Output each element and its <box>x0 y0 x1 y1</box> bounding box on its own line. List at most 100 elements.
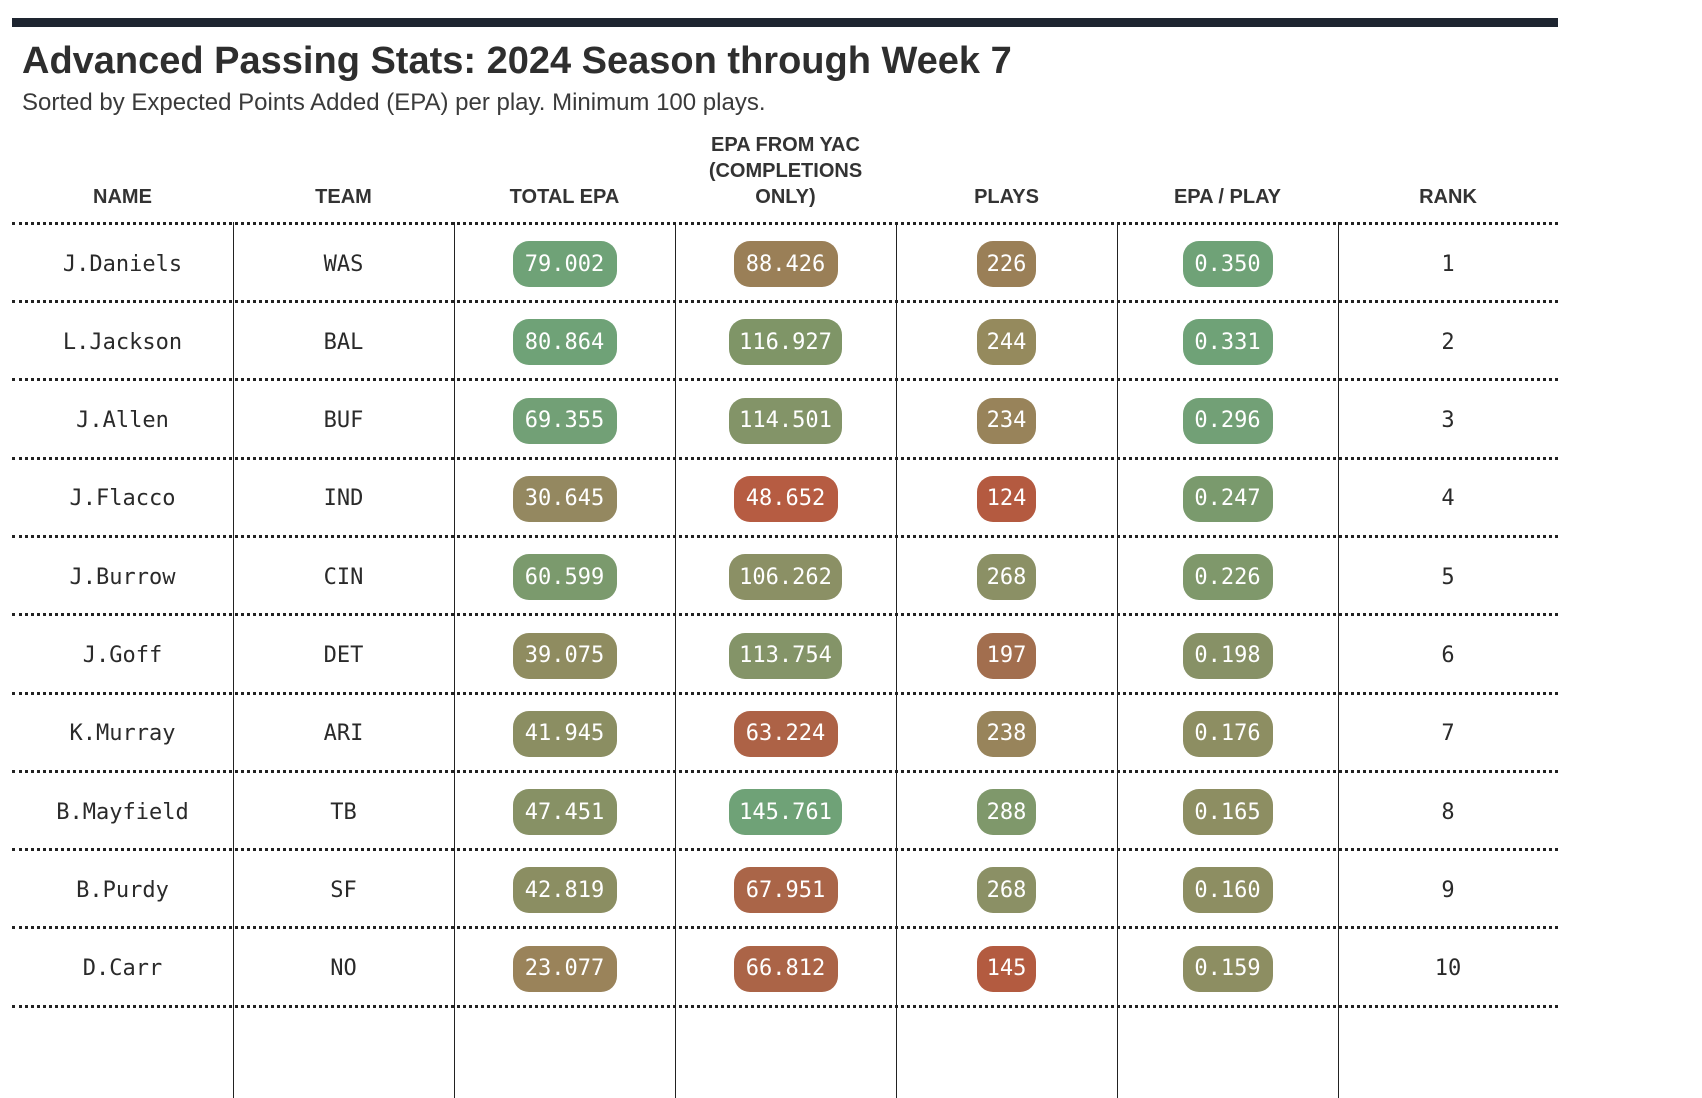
cell-epa-yac: 63.224 <box>675 695 896 773</box>
column-header-rank[interactable]: RANK <box>1419 186 1477 208</box>
column-divider <box>454 222 455 1098</box>
cell-epa-play: 0.176 <box>1117 695 1338 773</box>
chart-title: Advanced Passing Stats: 2024 Season thro… <box>22 40 1012 82</box>
cell-team: DET <box>233 617 454 695</box>
team-text: BAL <box>323 329 364 355</box>
value-pill-epa-play: 0.226 <box>1182 554 1273 601</box>
cell-team: CIN <box>233 538 454 616</box>
column-header-epa-play[interactable]: EPA / PLAY <box>1173 186 1282 208</box>
epa-yac-header-line1: EPA FROM YAC <box>711 134 860 156</box>
cell-total-epa: 79.002 <box>454 225 675 303</box>
column-header-name[interactable]: NAME <box>93 186 152 208</box>
team-text: IND <box>323 486 364 512</box>
value-pill-total-epa: 69.355 <box>512 397 617 444</box>
cell-name: L.Jackson <box>12 303 233 381</box>
cell-plays: 124 <box>896 460 1117 538</box>
value-pill-epa-play: 0.198 <box>1182 632 1273 679</box>
value-pill-epa-yac: 113.754 <box>729 632 842 679</box>
cell-total-epa: 80.864 <box>454 303 675 381</box>
value-pill-epa-yac: 48.652 <box>733 475 838 522</box>
cell-rank: 7 <box>1338 695 1558 773</box>
table-row: K.Murray ARI 41.945 63.224 238 0.176 7 <box>12 695 1558 773</box>
cell-plays: 268 <box>896 538 1117 616</box>
row-divider <box>12 1004 1558 1008</box>
cell-epa-yac: 66.812 <box>675 930 896 1008</box>
cell-team: TB <box>233 773 454 851</box>
value-pill-plays: 244 <box>976 319 1037 366</box>
header-divider <box>12 222 1558 225</box>
value-pill-epa-play: 0.165 <box>1182 789 1273 836</box>
value-pill-plays: 288 <box>976 789 1037 836</box>
row-divider <box>12 378 1558 382</box>
cell-rank: 6 <box>1338 617 1558 695</box>
column-header-plays[interactable]: PLAYS <box>974 186 1039 208</box>
cell-total-epa: 41.945 <box>454 695 675 773</box>
cell-epa-yac: 116.927 <box>675 303 896 381</box>
table-row: J.Daniels WAS 79.002 88.426 226 0.350 1 <box>12 225 1558 303</box>
column-header-epa-yac[interactable]: EPA FROM YAC (COMPLETIONS ONLY) <box>675 132 896 210</box>
cell-epa-yac: 114.501 <box>675 382 896 460</box>
cell-team: IND <box>233 460 454 538</box>
value-pill-plays: 145 <box>976 945 1037 992</box>
cell-plays: 234 <box>896 382 1117 460</box>
cell-rank: 4 <box>1338 460 1558 538</box>
column-header-team[interactable]: TEAM <box>315 186 372 208</box>
row-divider <box>12 848 1558 852</box>
cell-rank: 8 <box>1338 773 1558 851</box>
cell-name: K.Murray <box>12 695 233 773</box>
cell-total-epa: 23.077 <box>454 930 675 1008</box>
cell-epa-play: 0.160 <box>1117 851 1338 929</box>
row-divider <box>12 926 1558 930</box>
rank-text: 6 <box>1441 643 1455 668</box>
cell-plays: 288 <box>896 773 1117 851</box>
cell-name: J.Goff <box>12 617 233 695</box>
value-pill-plays: 238 <box>976 710 1037 757</box>
column-divider <box>675 222 676 1098</box>
cell-epa-yac: 88.426 <box>675 225 896 303</box>
name-text: J.Daniels <box>62 251 183 277</box>
cell-plays: 268 <box>896 851 1117 929</box>
name-text: B.Mayfield <box>56 799 189 825</box>
row-divider <box>12 691 1558 695</box>
team-text: NO <box>330 956 357 982</box>
value-pill-plays: 234 <box>976 397 1037 444</box>
table-row: J.Burrow CIN 60.599 106.262 268 0.226 5 <box>12 538 1558 617</box>
cell-team: WAS <box>233 225 454 303</box>
value-pill-total-epa: 41.945 <box>512 710 617 757</box>
team-text: WAS <box>323 251 364 277</box>
cell-epa-play: 0.226 <box>1117 538 1338 616</box>
value-pill-epa-play: 0.176 <box>1182 710 1273 757</box>
cell-plays: 238 <box>896 695 1117 773</box>
team-text: TB <box>330 799 357 825</box>
value-pill-plays: 197 <box>976 632 1037 679</box>
row-divider <box>12 534 1558 538</box>
cell-total-epa: 39.075 <box>454 617 675 695</box>
rank-text: 4 <box>1441 486 1455 512</box>
cell-team: NO <box>233 930 454 1008</box>
cell-total-epa: 69.355 <box>454 382 675 460</box>
top-accent-bar <box>12 18 1558 27</box>
table-row: B.Purdy SF 42.819 67.951 268 0.160 9 <box>12 851 1558 930</box>
cell-name: J.Flacco <box>12 460 233 538</box>
rank-text: 5 <box>1441 564 1455 590</box>
table-row: J.Goff DET 39.075 113.754 197 0.198 6 <box>12 617 1558 695</box>
cell-total-epa: 60.599 <box>454 538 675 616</box>
cell-rank: 1 <box>1338 225 1558 303</box>
cell-name: J.Burrow <box>12 538 233 616</box>
value-pill-epa-yac: 114.501 <box>729 397 842 444</box>
name-text: J.Burrow <box>69 564 176 590</box>
cell-team: SF <box>233 851 454 929</box>
cell-team: ARI <box>233 695 454 773</box>
cell-team: BAL <box>233 303 454 381</box>
value-pill-total-epa: 39.075 <box>512 632 617 679</box>
cell-name: B.Mayfield <box>12 773 233 851</box>
row-divider <box>12 300 1558 303</box>
value-pill-epa-yac: 88.426 <box>733 241 838 287</box>
column-header-total-epa[interactable]: TOTAL EPA <box>509 186 620 208</box>
name-text: J.Flacco <box>69 486 176 512</box>
table-row: B.Mayfield TB 47.451 145.761 288 0.165 8 <box>12 773 1558 852</box>
value-pill-epa-yac: 67.951 <box>733 867 838 914</box>
name-text: J.Allen <box>76 408 169 434</box>
cell-plays: 244 <box>896 303 1117 381</box>
value-pill-epa-play: 0.247 <box>1182 475 1273 522</box>
